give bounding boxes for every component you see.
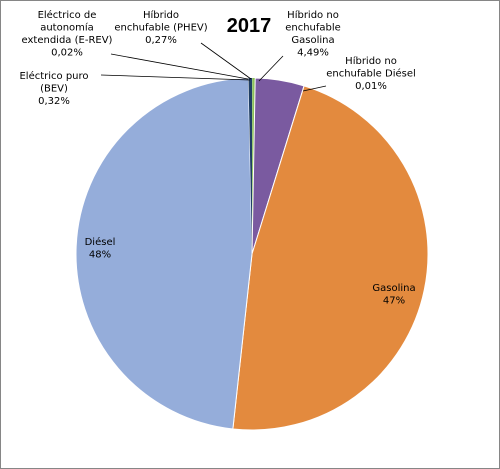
pie-slice-electrico-puro-bev: [248, 78, 252, 254]
data-label-gasolina: Gasolina 47%: [372, 283, 415, 307]
data-label-electrico-puro-bev: Eléctrico puro (BEV) 0,32%: [19, 70, 88, 107]
leader-line-hibrido-no-enchufable-gasolina: [258, 55, 284, 82]
data-label-diesel: Diésel 48%: [85, 236, 116, 261]
leader-line-hibrido-enchufable-phev: [200, 42, 252, 80]
chart-title: 2017: [227, 15, 272, 37]
data-label-hibrido-enchufable-phev: Híbrido enchufable (PHEV) 0,27%: [114, 9, 207, 46]
pie-slices: [75, 77, 429, 431]
pie-slice-diesel: [75, 77, 253, 430]
leader-line-electrico-puro-bev: [100, 74, 251, 81]
data-label-hibrido-no-enchufable-diesel: Híbrido no enchufable Diésel 0,01%: [326, 55, 416, 92]
leader-line-hibrido-no-enchufable-diesel: [302, 85, 327, 92]
pie-slice-gasolina: [232, 85, 429, 431]
data-label-electrico-de-autonomia-extendida-e-rev: Eléctrico de autonomía extendida (E-REV) 0,…: [22, 9, 113, 59]
slice-labels: Eléctrico de autonomía extendida (E-REV) 0,…: [19, 9, 415, 307]
leader-line-electrico-de-autonomia-extendida-e-rev: [110, 53, 249, 80]
data-label-hibrido-no-enchufable-gasolina: Híbrido no enchufable Gasolina 4,49%: [285, 9, 341, 59]
leader-lines: [100, 42, 327, 92]
